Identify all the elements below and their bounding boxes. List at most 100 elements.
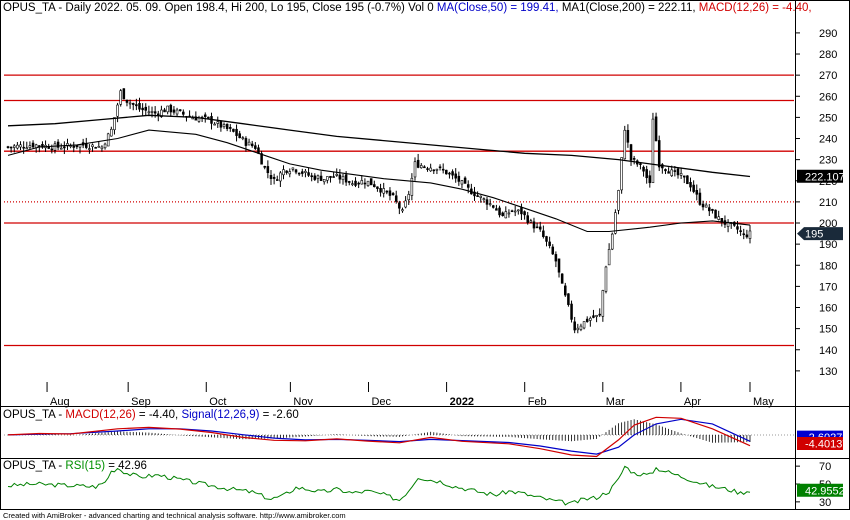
candle-body <box>714 209 717 219</box>
candle-body <box>426 168 429 170</box>
candle-body <box>319 175 323 181</box>
candle-body <box>504 211 508 219</box>
candle-body <box>135 104 138 107</box>
price-pane-title-prefix: OPUS_TA - Daily 2022. 05. 09. Open 198.4… <box>3 2 437 14</box>
candle-body <box>138 103 141 110</box>
candle-body <box>736 226 739 230</box>
candle-body <box>676 168 680 176</box>
candle-body <box>269 175 273 179</box>
candle-body <box>116 104 119 117</box>
rsi-y-tick-label: 30 <box>819 497 831 509</box>
candle-body <box>31 142 35 148</box>
candle-body <box>97 146 101 148</box>
x-axis-label: Apr <box>684 396 701 408</box>
candle-body <box>579 325 583 330</box>
candle-body <box>326 176 329 181</box>
candle-body <box>335 173 339 176</box>
candle-body <box>279 172 282 182</box>
candle-body <box>207 116 210 119</box>
candle-body <box>632 158 636 160</box>
candle-body <box>329 175 332 178</box>
candle-body <box>545 236 548 242</box>
candle-body <box>219 120 223 128</box>
candle-body <box>441 168 445 171</box>
macd-value-tag-bg <box>797 437 843 451</box>
candle-body <box>254 145 257 149</box>
price-y-tick-label: 130 <box>819 366 837 378</box>
candle-body <box>272 177 276 179</box>
candle-body <box>548 241 551 246</box>
candle-body <box>667 171 670 174</box>
candle-body <box>488 203 492 205</box>
candle-body <box>385 190 389 193</box>
candle-body <box>178 109 182 111</box>
candle-body <box>604 266 608 292</box>
rsi-pane-title-prefix: OPUS_TA - <box>3 460 66 472</box>
x-axis-label: Feb <box>528 396 547 408</box>
candle-body <box>301 171 304 174</box>
rsi-y-tick-label: 70 <box>819 461 831 473</box>
candle-body <box>698 192 702 205</box>
candle-body <box>614 212 617 234</box>
candle-body <box>689 182 692 188</box>
candle-body <box>460 180 464 185</box>
candle-body <box>141 107 144 111</box>
candle-body <box>53 143 57 151</box>
candle-body <box>369 178 373 186</box>
candle-body <box>263 166 266 168</box>
candle-body <box>351 183 354 185</box>
candle-body <box>485 199 489 205</box>
candle-body <box>532 221 536 229</box>
candle-body <box>16 144 19 149</box>
candle-body <box>147 111 151 114</box>
candle-body <box>304 170 307 173</box>
candle-body <box>410 177 414 196</box>
candle-body <box>322 179 326 183</box>
candle-body <box>529 220 533 223</box>
ma200-value-tag-bg <box>797 169 843 183</box>
signal-value: = -2.60 <box>259 409 299 421</box>
ma50-label: MA(Close,50) = 199.41, <box>436 2 559 14</box>
candle-body <box>673 170 677 172</box>
candle-body <box>373 184 376 188</box>
candle-body <box>645 169 648 179</box>
macd-pane-title-prefix: OPUS_TA - <box>3 409 66 421</box>
price-y-tick-label: 190 <box>819 239 837 251</box>
candle-body <box>507 212 511 215</box>
candle-body <box>72 145 76 148</box>
candle-body <box>592 315 595 318</box>
candle-body <box>166 105 169 113</box>
footer-credit: Created with AmiBroker - advanced charti… <box>3 511 346 520</box>
candle-body <box>463 177 467 184</box>
rsi-value-tag-bg <box>797 483 843 497</box>
candle-body <box>457 175 461 182</box>
x-axis-label: Nov <box>293 396 313 408</box>
candle-body <box>338 174 342 180</box>
candle-body <box>238 133 241 139</box>
candle-body <box>88 148 91 150</box>
candle-body <box>517 209 520 212</box>
price-y-tick-label: 280 <box>819 49 837 61</box>
macd-signal-line <box>7 418 751 455</box>
candle-body <box>119 90 122 105</box>
candle-body <box>247 141 251 146</box>
candle-body <box>466 184 470 188</box>
price-y-tick-label: 160 <box>819 303 837 315</box>
candle-body <box>704 204 708 208</box>
candle-body <box>50 148 54 151</box>
x-axis-label: 2022 <box>450 396 474 408</box>
candle-body <box>573 321 576 331</box>
candle-body <box>708 207 711 212</box>
candle-body <box>413 161 417 178</box>
candle-body <box>585 318 589 322</box>
candle-body <box>103 143 107 149</box>
candle-body <box>229 127 232 129</box>
candle-body <box>711 208 714 211</box>
candle-body <box>291 167 295 170</box>
candle-body <box>354 180 357 186</box>
candle-body <box>244 138 248 146</box>
candle-body <box>213 123 216 126</box>
candle-body <box>66 143 69 147</box>
candle-body <box>394 195 398 202</box>
candle-body <box>25 147 29 150</box>
